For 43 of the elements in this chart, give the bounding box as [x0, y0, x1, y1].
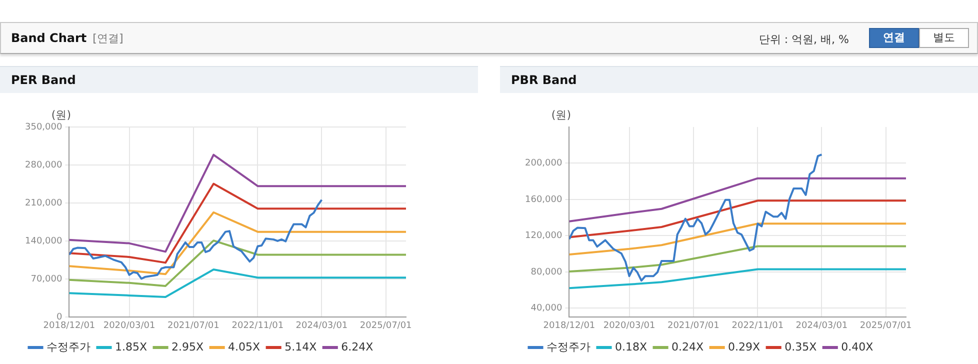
y-tick-label: 120,000: [525, 231, 562, 242]
chart-title: PBR Band: [500, 66, 978, 93]
x-tick-label: 2018/12/01: [543, 320, 596, 331]
y-tick-label: 210,000: [25, 198, 62, 208]
legend-label: 2.95X: [172, 340, 204, 354]
chart-title: PER Band: [0, 66, 478, 93]
legend-label: 0.18X: [615, 340, 648, 354]
legend-label: 6.24X: [341, 340, 374, 354]
y-tick-label: 80,000: [530, 267, 562, 278]
legend-label: 5.14X: [284, 340, 318, 354]
legend-label: 수정주가: [46, 340, 90, 354]
legend-label: 0.35X: [784, 340, 818, 354]
text: [연결]: [92, 32, 124, 45]
y-axis-title: (원): [51, 108, 72, 122]
legend-label: 0.40X: [841, 340, 874, 354]
text: Band Chart: [11, 31, 87, 45]
x-tick-label: 2018/12/01: [43, 320, 96, 331]
text: 단위 : 억원, 배, %: [758, 32, 849, 47]
y-tick-label: 40,000: [530, 303, 562, 314]
y-tick-label: 140,000: [25, 236, 62, 246]
y-tick-label: 280,000: [25, 160, 62, 170]
x-tick-label: 2024/03/01: [796, 320, 848, 331]
y-tick-label: 70,000: [30, 274, 62, 285]
x-tick-label: 2020/03/01: [603, 320, 656, 331]
y-tick-label: 160,000: [525, 194, 562, 205]
legend-label: 0.24X: [672, 340, 704, 354]
x-tick-label: 2024/03/01: [296, 320, 348, 331]
y-tick-label: 200,000: [525, 158, 562, 169]
toggle-buttons: 연결 별도: [869, 28, 969, 48]
x-tick-label: 2021/07/01: [667, 320, 720, 331]
y-tick-label: 0: [56, 312, 62, 323]
x-tick-label: 2020/03/01: [103, 320, 156, 331]
legend-label: 수정주가: [546, 340, 590, 354]
legend-label: 1.85X: [115, 340, 148, 354]
legend-label: 0.29X: [728, 340, 761, 354]
x-tick-label: 2025/07/01: [860, 320, 912, 331]
legend-label: 4.05X: [228, 340, 261, 354]
y-axis-title: (원): [551, 108, 572, 122]
y-tick-label: 350,000: [25, 122, 62, 132]
x-tick-label: 2021/07/01: [167, 320, 220, 331]
x-tick-label: 2022/11/01: [232, 320, 284, 331]
x-tick-label: 2025/07/01: [360, 320, 412, 331]
x-tick-label: 2022/11/01: [732, 320, 784, 331]
